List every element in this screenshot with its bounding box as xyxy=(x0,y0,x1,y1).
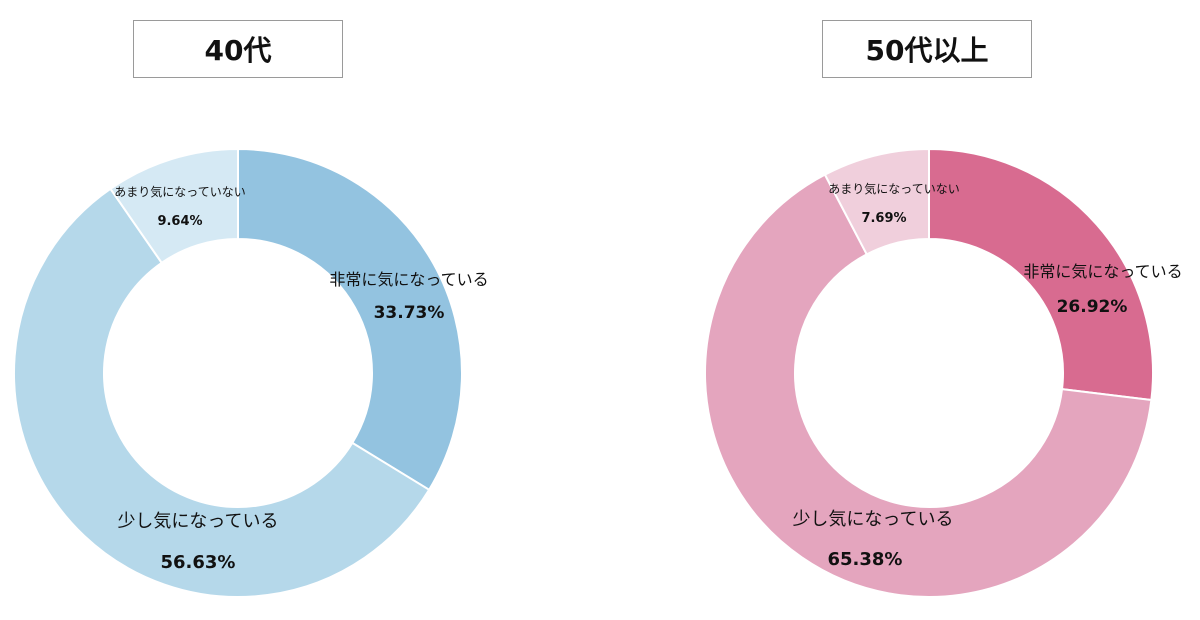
slice-value-label: 33.73% xyxy=(374,303,445,323)
donut-chart-40s: 非常に気になっている 33.73% 少し気になっている 56.63% あまり気になってい… xyxy=(13,147,489,598)
slice-value-label: 65.38% xyxy=(828,549,903,570)
donut-slice-50s-plus-2 xyxy=(823,147,930,256)
donut-slice-40s-1 xyxy=(13,187,431,598)
slice-value-label: 26.92% xyxy=(1057,297,1128,317)
chart-title-40s: 40代 xyxy=(133,20,343,78)
slice-category-label: 非常に気になっている xyxy=(1023,262,1182,281)
slice-category-label: あまり気になっていない xyxy=(114,184,245,199)
slice-value-label: 7.69% xyxy=(861,211,906,226)
donut-slice-50s-plus-0 xyxy=(928,147,1154,402)
chart-title-50s-plus: 50代以上 xyxy=(822,20,1032,78)
slice-value-label: 9.64% xyxy=(157,214,202,229)
slice-value-label: 56.63% xyxy=(161,552,236,573)
donut-slice-50s-plus-1 xyxy=(704,173,1153,598)
donut-chart-50s-plus: 非常に気になっている 26.92% 少し気になっている 65.38% あまり気になってい… xyxy=(704,147,1183,598)
donut-slice-40s-0 xyxy=(237,147,463,492)
donut-slice-40s-2 xyxy=(109,147,239,265)
slice-category-label: 非常に気になっている xyxy=(329,270,488,289)
slice-category-label: 少し気になっている xyxy=(117,511,278,532)
slice-category-label: 少し気になっている xyxy=(792,509,953,530)
slice-category-label: あまり気になっていない xyxy=(828,181,959,196)
